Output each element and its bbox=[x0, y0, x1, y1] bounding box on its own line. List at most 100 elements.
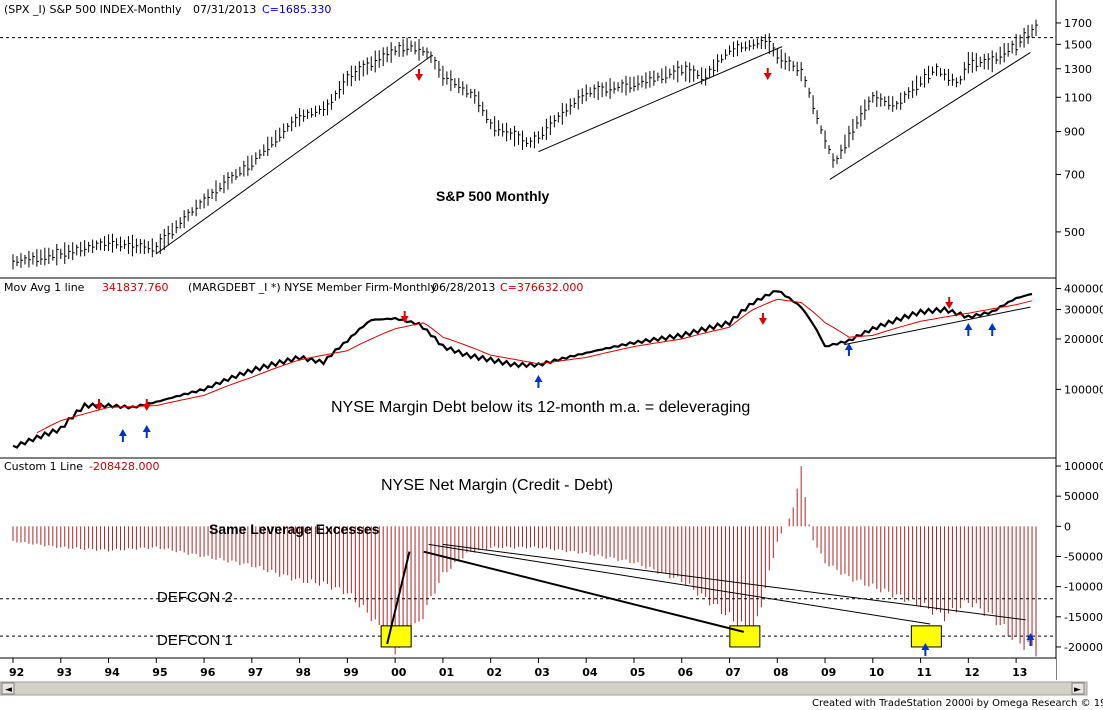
y-tick-label: -50000 bbox=[1064, 550, 1103, 563]
y-tick-label: -100000 bbox=[1064, 581, 1103, 594]
horizontal-scrollbar[interactable]: ◄ ► bbox=[0, 681, 1088, 696]
x-tick-label: 13 bbox=[1012, 666, 1027, 679]
arrow-down-icon bbox=[758, 318, 767, 325]
y-tick-label: 1500 bbox=[1064, 38, 1092, 51]
x-tick-label: 09 bbox=[821, 666, 836, 679]
highlight-box bbox=[910, 625, 942, 648]
x-tick-label: 00 bbox=[391, 666, 407, 679]
net-margin-header-value: -208428.000 bbox=[89, 460, 159, 473]
x-tick-label: 03 bbox=[534, 666, 549, 679]
y-tick-label: 900 bbox=[1064, 126, 1085, 139]
x-axis-band bbox=[0, 659, 1056, 681]
y-tick-label: -150000 bbox=[1064, 611, 1103, 624]
y-tick-label: 400000 bbox=[1064, 283, 1103, 296]
x-tick-label: 94 bbox=[105, 666, 121, 679]
sp500-trendline bbox=[538, 46, 783, 153]
x-tick-label: 97 bbox=[248, 666, 263, 679]
margin-debt-markers bbox=[94, 297, 997, 442]
arrow-up-icon bbox=[118, 429, 127, 436]
leverage-line bbox=[386, 551, 411, 645]
sp500-markers bbox=[415, 68, 772, 81]
arrow-up-icon bbox=[844, 343, 853, 350]
sp500-trendline bbox=[156, 55, 432, 255]
y-tick-label: 0 bbox=[1064, 520, 1071, 533]
arrow-up-icon bbox=[1026, 633, 1035, 640]
x-tick-label: 96 bbox=[200, 666, 216, 679]
y-tick-label: 300000 bbox=[1064, 303, 1103, 316]
x-tick-label: 93 bbox=[57, 666, 72, 679]
x-tick-label: 02 bbox=[487, 666, 502, 679]
margin-debt-header-close: C=376632.000 bbox=[500, 281, 583, 294]
x-tick-label: 12 bbox=[964, 666, 979, 679]
y-tick-label: 100000 bbox=[1064, 383, 1103, 396]
moving-average-line bbox=[36, 298, 1033, 434]
x-tick-label: 08 bbox=[773, 666, 788, 679]
x-tick-label: 95 bbox=[152, 666, 167, 679]
y-tick-label: 100000 bbox=[1064, 460, 1103, 473]
y-tick-label: 1700 bbox=[1064, 17, 1092, 30]
arrow-up-icon bbox=[921, 643, 930, 650]
scroll-left-button[interactable] bbox=[1, 682, 15, 695]
x-tick-label: 99 bbox=[343, 666, 358, 679]
scroll-right-button[interactable] bbox=[1071, 682, 1085, 695]
defcon-2-label: DEFCON 2 bbox=[157, 589, 233, 606]
arrow-down-icon bbox=[945, 302, 954, 309]
margin-debt-line bbox=[12, 290, 1033, 449]
net-margin-header: Custom 1 Line -208428.000 bbox=[4, 460, 159, 473]
leverage-line bbox=[428, 543, 931, 625]
highlight-box bbox=[380, 625, 412, 648]
net-margin-y-axis: 100000 50000 0 -50000 -100000 -150000 -200000 bbox=[1056, 460, 1103, 654]
margin-debt-header-ma: Mov Avg 1 line bbox=[4, 281, 85, 294]
sp500-header-symbol: (SPX _I) S&P 500 INDEX-Monthly bbox=[4, 3, 182, 16]
arrow-down-icon bbox=[415, 74, 424, 81]
arrow-down-icon bbox=[94, 404, 103, 411]
sp500-price-bars bbox=[12, 19, 1039, 270]
arrow-down-icon bbox=[763, 73, 772, 80]
sp500-trendlines bbox=[156, 46, 1031, 255]
chevron-right-icon: ► bbox=[1074, 685, 1081, 695]
net-margin-annotation: Same Leverage Excesses bbox=[209, 521, 380, 537]
sp500-header: (SPX _I) S&P 500 INDEX-Monthly 07/31/201… bbox=[4, 3, 331, 16]
arrow-up-icon bbox=[142, 425, 151, 432]
margin-debt-trendline bbox=[844, 306, 1031, 346]
leverage-line bbox=[423, 550, 745, 633]
net-margin-bars bbox=[12, 466, 1037, 657]
arrow-up-icon bbox=[964, 323, 973, 330]
sp500-trendline bbox=[829, 52, 1031, 180]
y-tick-label: 700 bbox=[1064, 168, 1085, 181]
margin-debt-header-symbol: (MARGDEBT _I *) NYSE Member Firm-Monthly bbox=[188, 281, 437, 294]
margin-debt-annotation: NYSE Margin Debt below its 12-month m.a.… bbox=[331, 399, 750, 416]
margin-debt-header-ma-value: 341837.760 bbox=[102, 281, 168, 294]
x-tick-label: 92 bbox=[9, 666, 24, 679]
x-tick-label: 05 bbox=[630, 666, 645, 679]
defcon-1-label: DEFCON 1 bbox=[157, 632, 233, 649]
margin-debt-y-axis: 400000 300000 200000 100000 bbox=[1056, 283, 1103, 396]
sp500-y-axis: 1700 1500 1300 1100 900 700 500 bbox=[0, 17, 1092, 239]
margin-debt-lines bbox=[12, 290, 1033, 449]
sp500-annotation: S&P 500 Monthly bbox=[436, 188, 550, 204]
sp500-header-date: 07/31/2013 bbox=[193, 3, 256, 16]
y-tick-label: 1300 bbox=[1064, 63, 1092, 76]
net-margin-overlays bbox=[0, 543, 1056, 656]
x-tick-label: 06 bbox=[678, 666, 694, 679]
arrow-down-icon bbox=[142, 404, 151, 411]
x-tick-label: 01 bbox=[439, 666, 454, 679]
leverage-line bbox=[442, 543, 1026, 621]
chevron-left-icon: ◄ bbox=[5, 685, 12, 695]
sp500-header-close: C=1685.330 bbox=[262, 3, 331, 16]
x-tick-label: 11 bbox=[917, 666, 932, 679]
footer-credit: Created with TradeStation 2000i by Omega… bbox=[812, 698, 1103, 709]
x-tick-label: 98 bbox=[296, 666, 311, 679]
y-tick-label: 200000 bbox=[1064, 333, 1103, 346]
margin-debt-header-date: 06/28/2013 bbox=[432, 281, 495, 294]
y-tick-label: 1100 bbox=[1064, 91, 1092, 104]
x-tick-label: 10 bbox=[869, 666, 885, 679]
x-axis: 92 93 94 95 96 97 98 99 00 01 02 03 04 05 06 07 08 09 10 11… bbox=[0, 658, 1056, 681]
y-tick-label: 500 bbox=[1064, 226, 1085, 239]
net-margin-header-label: Custom 1 Line bbox=[4, 460, 83, 473]
arrow-down-icon bbox=[400, 316, 409, 323]
net-margin-title: NYSE Net Margin (Credit - Debt) bbox=[381, 477, 613, 494]
y-tick-label: 50000 bbox=[1064, 490, 1099, 503]
x-tick-label: 04 bbox=[582, 666, 598, 679]
